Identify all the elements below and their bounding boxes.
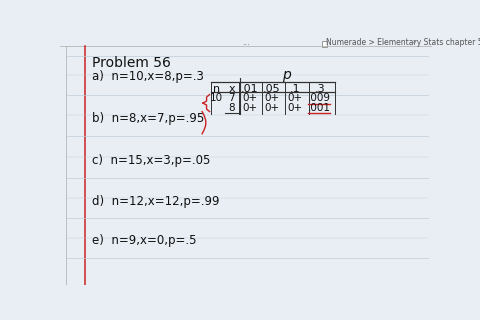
FancyBboxPatch shape (322, 41, 327, 47)
Text: d)  n=12,x=12,p=.99: d) n=12,x=12,p=.99 (92, 195, 219, 208)
Text: 8: 8 (228, 103, 235, 113)
Text: .3: .3 (314, 84, 325, 94)
Text: ...: ... (242, 38, 250, 47)
Text: 0+: 0+ (264, 103, 280, 113)
Text: .01: .01 (241, 84, 259, 94)
Text: x: x (228, 84, 235, 94)
Text: 0+: 0+ (288, 103, 303, 113)
Text: 0+: 0+ (242, 93, 257, 103)
Text: 0+: 0+ (264, 93, 280, 103)
Text: p: p (282, 68, 290, 82)
Text: ✓: ✓ (382, 38, 389, 47)
Text: 10: 10 (210, 93, 223, 103)
Text: Numerade > Elementary Stats chapter 5: Numerade > Elementary Stats chapter 5 (326, 38, 480, 47)
Text: 7: 7 (228, 93, 235, 103)
Text: Problem 56: Problem 56 (92, 56, 170, 70)
Text: a)  n=10,x=8,p=.3: a) n=10,x=8,p=.3 (92, 70, 204, 83)
Text: 0+: 0+ (288, 93, 303, 103)
Text: ↗: ↗ (410, 38, 417, 47)
Text: 0+: 0+ (242, 103, 257, 113)
Text: .001: .001 (308, 103, 331, 113)
Text: c)  n=15,x=3,p=.05: c) n=15,x=3,p=.05 (92, 154, 210, 167)
Text: b)  n=8,x=7,p=.95: b) n=8,x=7,p=.95 (92, 112, 204, 125)
Text: .1: .1 (290, 84, 300, 94)
Text: n: n (213, 84, 220, 94)
Text: e)  n=9,x=0,p=.5: e) n=9,x=0,p=.5 (92, 235, 196, 247)
Text: .05: .05 (263, 84, 281, 94)
Text: .009: .009 (308, 93, 331, 103)
